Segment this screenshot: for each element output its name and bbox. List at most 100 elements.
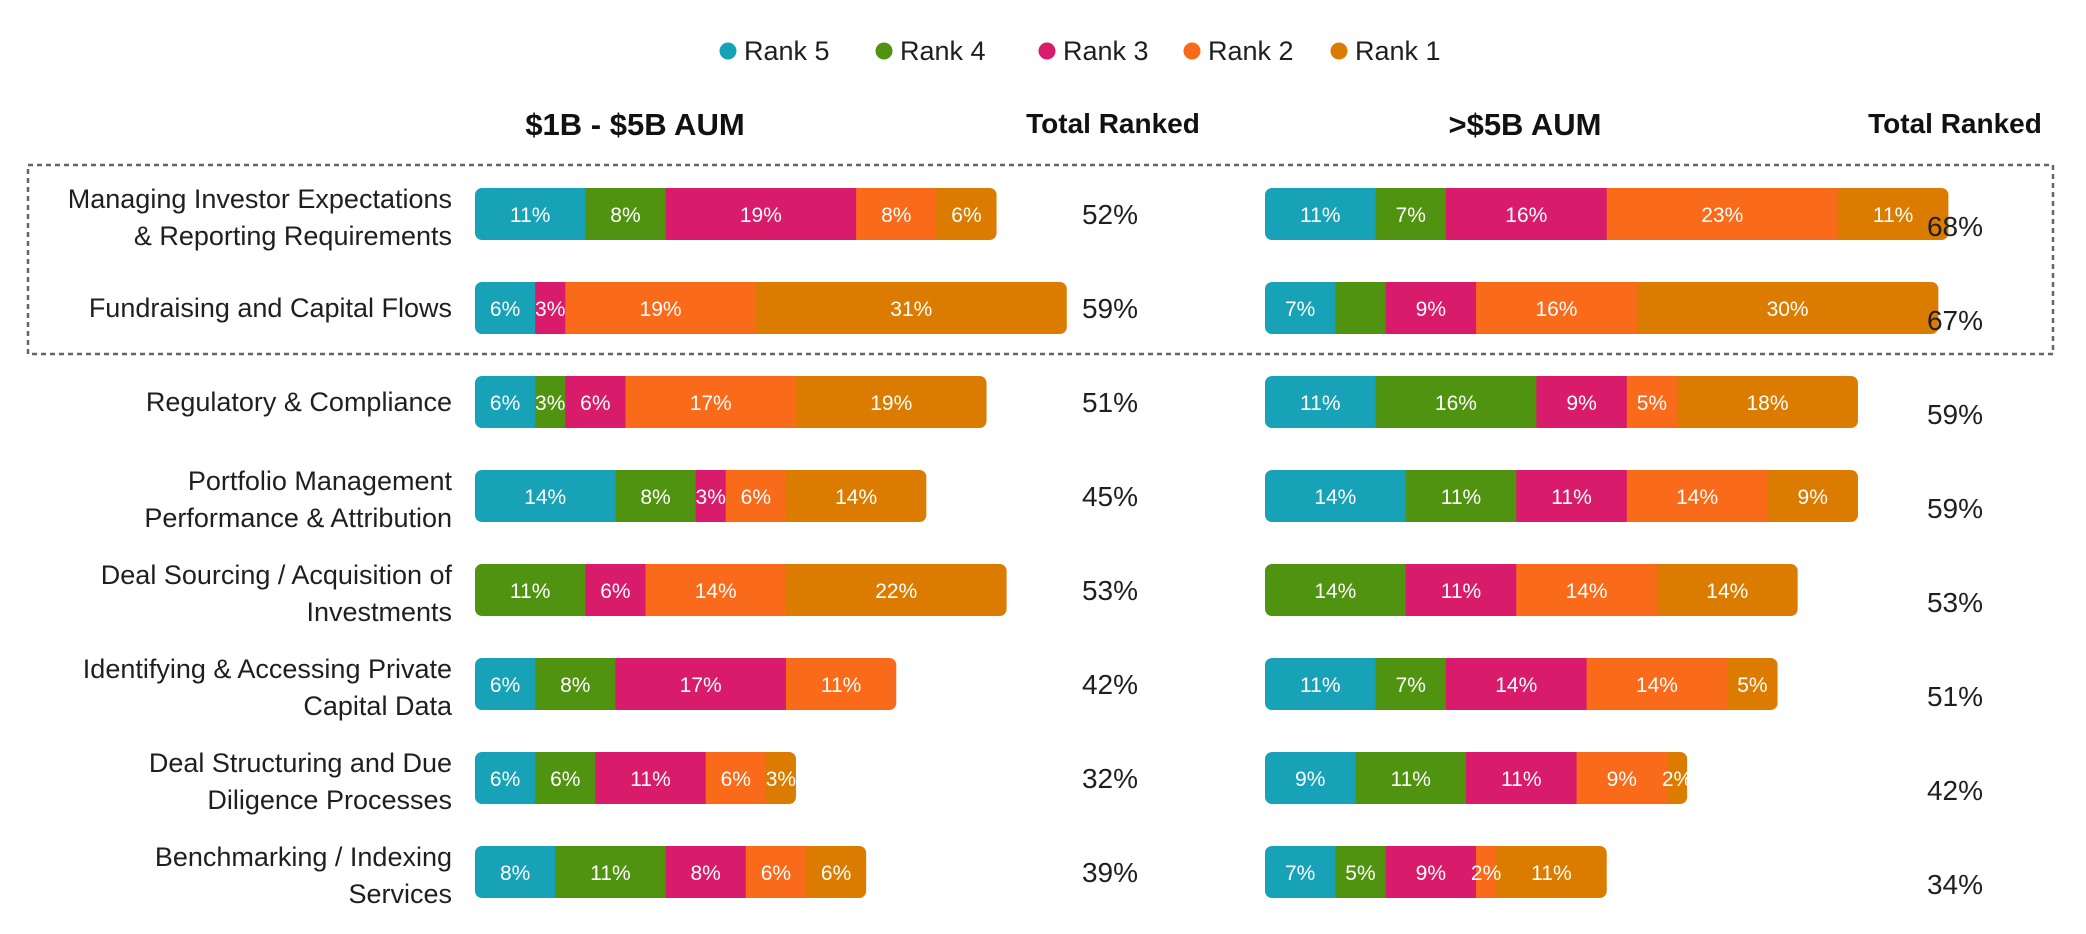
total-value-right: 42% (1927, 775, 1983, 806)
category-label-line1: Benchmarking / Indexing (155, 842, 452, 872)
bar-data-label: 16% (1435, 392, 1477, 415)
bar-data-label: 9% (1607, 768, 1637, 791)
bar-data-label: 11% (1551, 486, 1591, 509)
total-value-left: 39% (1082, 857, 1138, 888)
bar-segment-rank-3 (615, 658, 787, 710)
bar-data-label: 7% (1396, 204, 1426, 227)
total-value-right: 59% (1927, 399, 1983, 430)
panel-title-left: $1B - $5B AUM (525, 107, 744, 142)
bar-data-label: 11% (1300, 392, 1340, 415)
bar-segment-rank-5 (475, 376, 536, 428)
bar-segment-rank-1 (755, 282, 1067, 334)
bar-segment-rank-3 (665, 846, 747, 898)
bar-segment-rank-4 (1335, 846, 1387, 898)
bar-data-label: 9% (1416, 298, 1446, 321)
bar-segment-rank-3 (1385, 846, 1477, 898)
bar-data-label: 7% (1285, 298, 1315, 321)
total-value-right: 51% (1927, 681, 1983, 712)
legend-label-rank3: Rank 3 (1063, 36, 1149, 66)
bar-data-label: 14% (524, 486, 566, 509)
bar-data-label: 5% (1637, 392, 1667, 415)
bar-segment-rank-3 (1445, 658, 1588, 710)
bar-segment-rank-4 (535, 376, 566, 428)
bar-segment-rank-4 (1375, 376, 1537, 428)
bar-segment-rank-5 (475, 188, 586, 240)
bar-data-label: 6% (490, 298, 520, 321)
bar-data-label: 6% (550, 768, 580, 791)
bar-data-label: 16% (1505, 204, 1547, 227)
total-value-right: 68% (1927, 211, 1983, 242)
bar-data-label: 11% (1873, 204, 1913, 227)
panel-right-bars: 11% 7% 16% 23% 11% 7% 9% 16% 30% 11% 16% 9% 5% 18% 14%… (1265, 188, 1949, 898)
bar-row (1265, 282, 1939, 334)
bar-data-label: 11% (1300, 674, 1340, 697)
bar-data-label: 8% (560, 674, 590, 697)
category-label-line2: Diligence Processes (207, 785, 452, 815)
bar-segment-rank-2 (565, 282, 757, 334)
bar-data-label: 3% (696, 486, 726, 509)
bar-segment-rank-2 (725, 470, 787, 522)
total-value-left: 53% (1082, 575, 1138, 606)
bar-row (1265, 658, 1778, 710)
bar-segment-rank-3 (1405, 564, 1517, 616)
bar-data-label: 5% (1345, 862, 1375, 885)
bar-data-label: 11% (1441, 580, 1481, 603)
bar-data-label: 6% (721, 768, 751, 791)
bar-data-label: 2% (1471, 862, 1501, 885)
bar-segment-rank-4 (1335, 282, 1387, 334)
total-value-right: 67% (1927, 305, 1983, 336)
bar-data-label: 3% (766, 768, 796, 791)
legend-marker-rank3 (1038, 42, 1056, 60)
bar-segment-rank-5 (475, 470, 617, 522)
legend-label-rank4: Rank 4 (900, 36, 986, 66)
bar-data-label: 9% (1798, 486, 1828, 509)
bar-data-label: 9% (1295, 768, 1325, 791)
bar-segment-rank-1 (1677, 376, 1858, 428)
bar-data-label: 6% (821, 862, 851, 885)
bar-data-label: 14% (1676, 486, 1718, 509)
bar-row (475, 470, 927, 522)
bar-segment-rank-3 (695, 470, 727, 522)
bar-segment-rank-1 (1837, 188, 1949, 240)
bar-data-label: 8% (691, 862, 721, 885)
bar-data-label: 23% (1701, 204, 1743, 227)
legend-marker-rank4 (875, 42, 893, 60)
bar-data-label: 6% (490, 674, 520, 697)
bar-segment-rank-1 (1496, 846, 1607, 898)
category-label-line1: Identifying & Accessing Private (83, 654, 452, 684)
bar-data-label: 14% (1566, 580, 1608, 603)
bar-data-label: 5% (1737, 674, 1767, 697)
bar-segment-rank-5 (1265, 188, 1377, 240)
bar-data-label: 17% (680, 674, 722, 697)
bar-segment-rank-5 (1265, 658, 1377, 710)
category-labels: Managing Investor Expectations & Reportin… (68, 184, 453, 909)
bar-data-label: 11% (821, 674, 861, 697)
bar-segment-rank-2 (1476, 282, 1638, 334)
bar-data-label: 14% (1314, 486, 1356, 509)
bar-data-label: 14% (835, 486, 877, 509)
bar-segment-rank-2 (705, 752, 767, 804)
bar-segment-rank-2 (785, 658, 897, 710)
bar-data-label: 18% (1746, 392, 1788, 415)
total-value-left: 52% (1082, 199, 1138, 230)
total-value-right: 53% (1927, 587, 1983, 618)
bar-segment-rank-3 (1445, 188, 1608, 240)
legend-marker-rank5 (719, 42, 737, 60)
bar-segment-rank-3 (565, 376, 627, 428)
bar-segment-rank-5 (1265, 752, 1357, 804)
bar-segment-rank-2 (1476, 846, 1497, 898)
bar-data-label: 8% (640, 486, 670, 509)
bar-row (1265, 564, 1798, 616)
bar-segment-rank-2 (645, 564, 787, 616)
legend: Rank 5 Rank 4 Rank 3 Rank 2 Rank 1 (719, 36, 1441, 66)
bar-segment-rank-5 (475, 658, 536, 710)
bar-segment-rank-3 (1536, 376, 1628, 428)
bar-segment-rank-2 (1516, 564, 1658, 616)
total-value-left: 45% (1082, 481, 1138, 512)
bar-data-label: 8% (881, 204, 911, 227)
panel-title-right: >$5B AUM (1448, 107, 1601, 142)
bar-row (475, 564, 1007, 616)
bar-row (475, 752, 796, 804)
bar-segment-rank-5 (475, 846, 556, 898)
